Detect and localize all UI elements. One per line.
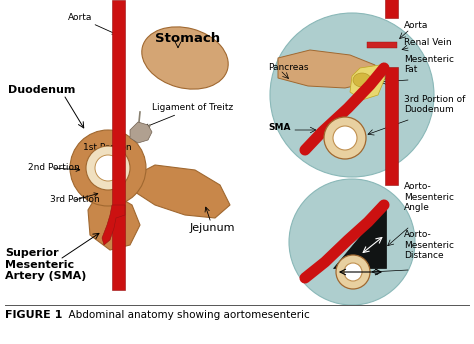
Bar (367, 42, 397, 48)
Bar (385, 67, 398, 185)
Text: FIGURE 1: FIGURE 1 (5, 310, 63, 320)
Ellipse shape (142, 27, 228, 89)
Circle shape (86, 146, 130, 190)
Text: Aorto-
Mesenteric
Distance: Aorto- Mesenteric Distance (404, 230, 454, 260)
Circle shape (95, 155, 121, 181)
Bar (385, 0, 398, 18)
Circle shape (333, 126, 357, 150)
Text: Superior
Mesenteric
Artery (SMA): Superior Mesenteric Artery (SMA) (5, 248, 86, 281)
Circle shape (70, 130, 146, 206)
Text: Mesenteric
Fat: Mesenteric Fat (404, 55, 454, 74)
Polygon shape (102, 205, 125, 245)
Circle shape (336, 255, 370, 289)
Polygon shape (130, 165, 230, 218)
Text: Abdominal anatomy showing aortomesenteric: Abdominal anatomy showing aortomesenteri… (62, 310, 310, 320)
Text: Renal Vein: Renal Vein (404, 38, 452, 47)
Text: 2nd Portion: 2nd Portion (28, 163, 80, 172)
Bar (112, 0, 125, 290)
Polygon shape (278, 50, 375, 88)
Polygon shape (130, 122, 152, 143)
Text: Aorta: Aorta (404, 21, 428, 30)
Text: Aorta: Aorta (68, 13, 116, 34)
Circle shape (270, 13, 434, 177)
Text: Pancreas: Pancreas (268, 64, 309, 73)
Circle shape (289, 179, 415, 305)
Text: Jejunum: Jejunum (190, 207, 236, 233)
Circle shape (324, 117, 366, 159)
Text: 3rd Portion: 3rd Portion (50, 193, 100, 204)
Ellipse shape (353, 73, 371, 87)
Text: 3rd Portion of
Duodenum: 3rd Portion of Duodenum (404, 95, 465, 114)
Text: 1st Portion: 1st Portion (83, 143, 132, 152)
Circle shape (344, 263, 362, 281)
Text: Duodenum: Duodenum (8, 85, 75, 95)
Polygon shape (350, 65, 385, 100)
Text: SMA: SMA (268, 123, 291, 132)
Polygon shape (88, 190, 140, 250)
Polygon shape (333, 205, 386, 268)
Text: Stomach: Stomach (155, 32, 220, 44)
Text: Aorto-
Mesenteric
Angle: Aorto- Mesenteric Angle (404, 182, 454, 212)
Text: Ligament of Treitz: Ligament of Treitz (145, 104, 233, 128)
